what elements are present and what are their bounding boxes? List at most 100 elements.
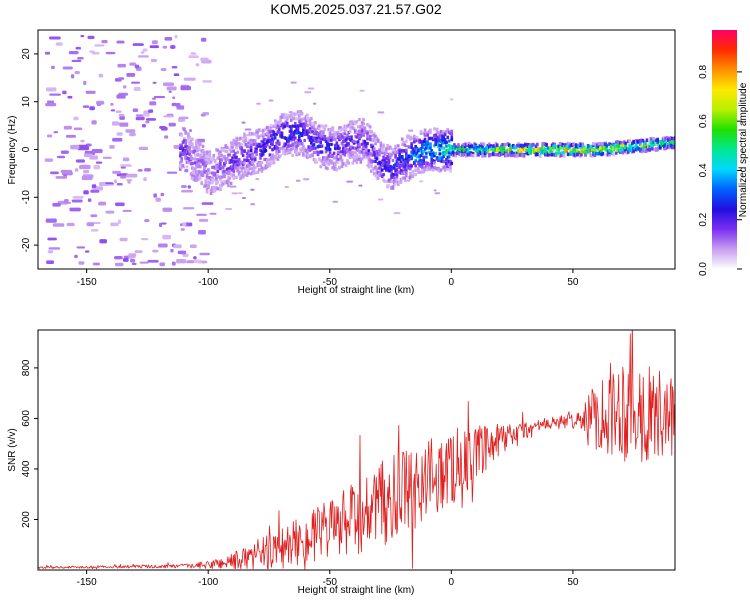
spectrogram-ridge-cell bbox=[469, 142, 472, 147]
spectrogram-ridge-cell bbox=[626, 150, 630, 154]
spectrogram-noise-cell bbox=[241, 121, 246, 124]
spectrogram-noise-cell bbox=[151, 40, 158, 45]
spectrogram-ridge-cell bbox=[405, 174, 408, 178]
spectrogram-ridge-cell bbox=[581, 150, 585, 154]
spectrogram-ridge-cell bbox=[265, 160, 269, 164]
spectrogram-ridge-cell bbox=[375, 176, 379, 180]
spectrogram-ridge-cell bbox=[410, 164, 413, 168]
spectrogram-ridge-cell bbox=[212, 165, 216, 169]
spectrogram-ridge-cell bbox=[351, 146, 355, 150]
spectrogram-noise-cell bbox=[46, 134, 53, 138]
spectrogram-ridge-cell bbox=[445, 148, 448, 153]
spectrogram-ridge-cell bbox=[304, 154, 308, 158]
spectrogram-noise-cell bbox=[255, 178, 260, 181]
spectrogram-ridge-cell bbox=[465, 153, 468, 158]
spectrogram-noise-cell bbox=[94, 44, 105, 47]
spectrogram-ridge-cell bbox=[463, 152, 467, 157]
spectrogram-ridge-cell bbox=[510, 150, 514, 155]
spectrogram-ridge-cell bbox=[228, 159, 232, 163]
spectrogram-ridge-cell bbox=[358, 145, 361, 149]
spectrogram-noise-cell bbox=[116, 132, 123, 136]
spectrogram-ridge-cell bbox=[273, 136, 277, 140]
spectrogram-ridge-cell bbox=[437, 144, 440, 148]
spectrogram-noise-cell bbox=[188, 55, 199, 59]
spectrogram-noise-cell bbox=[268, 99, 274, 102]
spectrogram-ridge-cell bbox=[398, 170, 401, 175]
spectrogram-ridge-cell bbox=[532, 142, 535, 147]
spectrogram-ridge-cell bbox=[221, 148, 225, 153]
spectrogram-ridge-cell bbox=[352, 159, 356, 163]
spectrogram-ridge-cell bbox=[248, 139, 252, 143]
spectrogram-ridge-cell bbox=[281, 122, 285, 126]
spectrogram-noise-cell bbox=[77, 144, 88, 150]
spectrogram-noise-cell bbox=[434, 192, 441, 195]
spectrogram-noise-cell bbox=[118, 113, 125, 117]
spectrogram-ridge-cell bbox=[419, 164, 423, 168]
spectrogram-ridge-cell bbox=[335, 141, 339, 145]
spectrogram-ridge-cell bbox=[402, 166, 405, 171]
spectrogram-ridge-cell bbox=[469, 151, 472, 155]
spectrogram-ridge-cell bbox=[221, 155, 225, 159]
spectrogram-ridge-cell bbox=[188, 141, 191, 145]
spectrogram-ridge-cell bbox=[396, 157, 400, 161]
spectrogram-ridge-cell bbox=[391, 147, 395, 152]
spectrogram-ridge-cell bbox=[597, 141, 601, 146]
spectrogram-ridge-cell bbox=[275, 149, 278, 153]
spectrogram-ridge-cell bbox=[507, 143, 511, 147]
spectrogram-ridge-cell bbox=[276, 157, 280, 161]
spectrogram-ridge-cell bbox=[256, 170, 260, 174]
spectrogram-ridge-cell bbox=[384, 164, 388, 168]
spectrogram-ridge-cell bbox=[205, 188, 209, 192]
spectrogram-ridge-cell bbox=[192, 170, 195, 175]
spectrogram-ridge-cell bbox=[499, 147, 503, 151]
spectrogram-ridge-cell bbox=[409, 163, 412, 167]
spectrogram-ridge-cell bbox=[454, 145, 458, 149]
spectrogram-ridge-cell bbox=[558, 146, 562, 150]
spectrogram-ridge-cell bbox=[287, 148, 290, 153]
spectrogram-ridge-cell bbox=[546, 152, 550, 156]
spectrogram-ridge-cell bbox=[395, 164, 399, 168]
spectrogram-ridge-cell bbox=[371, 133, 375, 137]
spectrogram-ridge-cell bbox=[427, 150, 431, 154]
spectrogram-ridge-cell bbox=[347, 161, 351, 165]
spectrogram-ridge-cell bbox=[276, 124, 280, 128]
spectrogram-ridge-cell bbox=[296, 151, 300, 155]
spectrogram-ridge-cell bbox=[558, 151, 562, 156]
spectrogram-ridge-cell bbox=[335, 132, 339, 136]
spectrogram-ridge-cell bbox=[425, 142, 428, 147]
spectrogram-ridge-cell bbox=[532, 149, 535, 154]
spectrogram-noise-cell bbox=[89, 50, 95, 53]
spectrogram-ridge-cell bbox=[219, 158, 222, 163]
spectrogram-ridge-cell bbox=[201, 149, 205, 154]
spectrogram-ridge-cell bbox=[264, 144, 268, 149]
spectrogram-ridge-cell bbox=[441, 156, 444, 160]
spectrogram-noise-cell bbox=[82, 169, 90, 174]
spectrogram-ridge-cell bbox=[208, 171, 212, 175]
spectrogram-ridge-cell bbox=[541, 141, 545, 146]
spectrogram-ridge-cell bbox=[212, 185, 216, 189]
spectrogram-ridge-cell bbox=[671, 144, 674, 149]
spectrogram-ridge-cell bbox=[324, 146, 328, 150]
spectrogram-ridge-cell bbox=[251, 132, 254, 136]
spectrogram-ridge-cell bbox=[217, 162, 221, 166]
spectrogram-ridge-cell bbox=[196, 173, 199, 177]
spectrogram-ridge-cell bbox=[437, 131, 440, 135]
spectrogram-noise-cell bbox=[48, 247, 61, 250]
spectrogram-ridge-cell bbox=[311, 138, 314, 143]
spectrogram-ridge-cell bbox=[388, 164, 392, 168]
spectrogram-noise-cell bbox=[74, 254, 78, 259]
spectrogram-ridge-cell bbox=[308, 138, 312, 142]
spectrogram-noise-cell bbox=[160, 67, 167, 72]
spectrogram-ridge-cell bbox=[554, 153, 558, 158]
spectrogram-ridge-cell bbox=[195, 170, 198, 174]
spectrogram-ridge-cell bbox=[324, 138, 328, 142]
spectrogram-noise-cell bbox=[75, 159, 85, 163]
spectrogram-ridge-cell bbox=[203, 154, 206, 158]
spectrogram-ridge-cell bbox=[269, 160, 273, 165]
spectrogram-ridge-cell bbox=[311, 122, 314, 126]
spectrogram-ridge-cell bbox=[362, 145, 365, 149]
spectrogram-ridge-cell bbox=[211, 187, 214, 191]
spectrogram-ridge-cell bbox=[315, 136, 319, 140]
spectrogram-ridge-cell bbox=[316, 131, 320, 135]
spectrogram-ridge-cell bbox=[648, 147, 651, 152]
